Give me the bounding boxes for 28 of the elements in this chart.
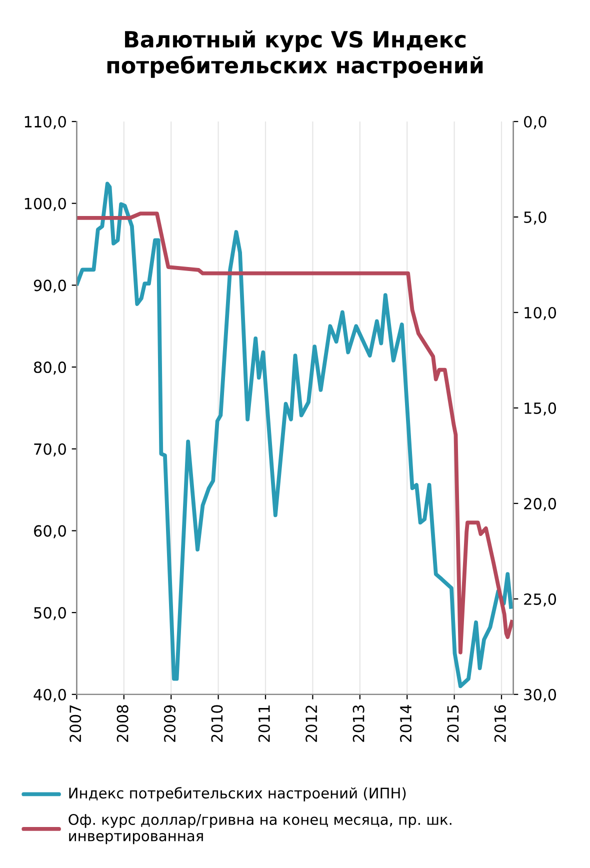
x-tick-label: 2014	[400, 704, 412, 742]
y2-tick-label: 15,0	[524, 402, 556, 416]
y2-tick-label: 30,0	[524, 688, 556, 702]
y2-tick-label: 20,0	[524, 498, 556, 512]
x-tick-label: 2016	[494, 705, 506, 742]
chart-title: Валютный курс VS Индекс потребительских настроений	[107, 30, 483, 78]
legend-label: Оф. курс доллар/гривна на конец месяца, пр. шк. инвертированная	[68, 814, 452, 844]
x-tick-label: 2010	[211, 705, 223, 742]
y-tick-label: 110,0	[24, 116, 66, 130]
y2-tick-label: 10,0	[524, 306, 556, 320]
x-tick-label: 2011	[258, 706, 270, 742]
y2-tick-label: 5,0	[524, 211, 546, 225]
x-tick-label: 2015	[447, 705, 459, 742]
x-tick-label: 2012	[306, 706, 318, 742]
y-tick-label: 60,0	[34, 525, 66, 538]
y2-tick-label: 25,0	[524, 593, 556, 606]
y-tick-label: 50,0	[34, 607, 66, 620]
y-tick-label: 70,0	[34, 443, 66, 456]
y2-tick-label: 0,0	[524, 116, 546, 130]
x-tick-label: 2009	[164, 705, 176, 742]
x-tick-label: 2007	[70, 705, 82, 742]
x-tick-label: 2008	[116, 705, 128, 742]
y-tick-label: 100,0	[24, 198, 66, 211]
legend-label: Индекс потребительских настроений (ИПН)	[69, 787, 406, 802]
x-tick-label: 2013	[352, 705, 364, 742]
y-tick-label: 90,0	[34, 280, 66, 293]
y-tick-label: 80,0	[34, 362, 66, 375]
y-tick-label: 40,0	[34, 688, 66, 702]
